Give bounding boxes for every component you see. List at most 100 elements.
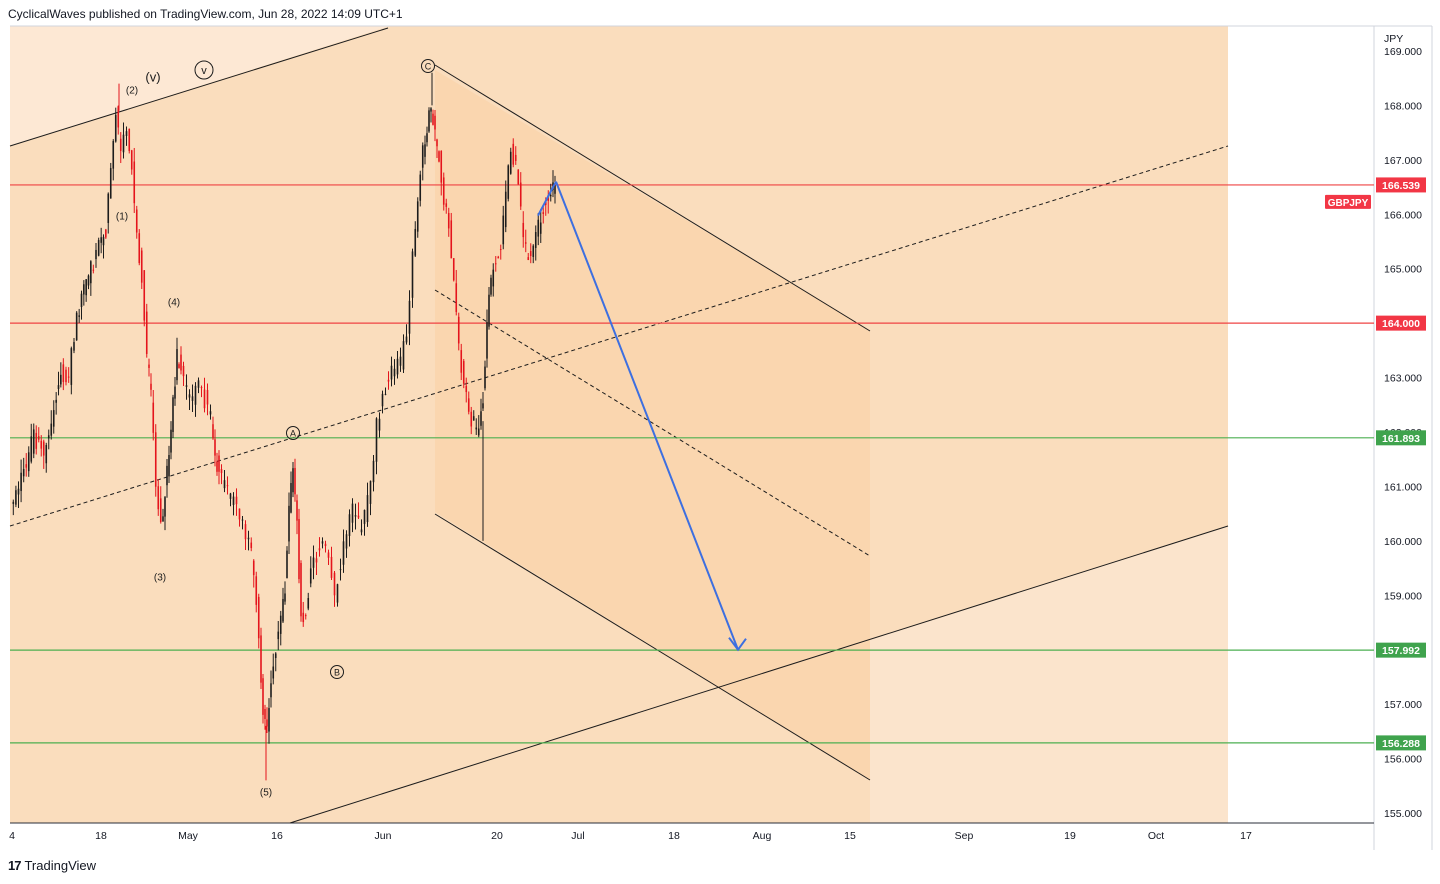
candle-body [512,143,515,165]
candle-body [321,541,324,544]
wave-label-2: (2) [126,86,138,97]
wave-label-B: B [330,665,344,679]
candle-body [470,411,473,427]
candle-body [67,376,70,378]
candle-body [140,250,143,283]
wave-label-text: (2) [126,86,138,97]
candle-body [194,385,197,405]
candle-body [529,251,532,256]
projection-arrow-lead [537,181,557,217]
level-badge: 166.539 [1376,177,1426,193]
candle-body [286,550,288,579]
symbol-tag-text: GBPJPY [1328,198,1369,209]
candle-body [125,131,128,136]
candle-body [396,358,399,375]
price-chart[interactable]: (1) (2) (3) (4) (5) (v) v A B C 155.000 156.000 157.… [0,0,1440,850]
candle-body [436,139,438,147]
candle-body [330,556,333,578]
candle-body [279,615,282,634]
time-tick: 18 [668,830,680,842]
candle-body [339,569,342,571]
wave-label-circle [421,59,435,73]
price-tick: 166.000 [1384,209,1422,221]
candle-body [112,141,115,169]
candle-body [197,380,200,388]
candle-body [288,505,290,542]
candle-body [298,518,300,580]
candle-body [262,678,264,715]
candle-body [534,232,537,248]
candle-body [351,503,354,523]
candle-body [499,249,502,251]
level-badge-text: 166.539 [1382,180,1420,192]
time-tick: 20 [491,830,503,842]
candle-body [12,501,15,504]
candle-body [162,516,164,522]
candle-body [411,251,414,298]
candle-body [497,256,500,259]
level-badge-text: 161.893 [1382,433,1420,445]
candle-body [83,284,85,295]
candle-body [90,261,92,284]
candle-body [282,599,284,622]
candle-body [107,193,110,224]
candle-body [284,593,286,602]
time-tick: Jul [571,830,584,842]
candle-body [507,165,510,199]
level-badge-text: 157.992 [1382,645,1420,657]
candle-body [488,294,490,327]
price-tick: 157.000 [1384,699,1422,711]
candle-body [309,568,312,584]
candle-body [52,410,55,427]
wave-label-C: C [421,59,435,73]
candle-body [312,557,315,568]
level-badge-text: 164.000 [1382,318,1420,330]
candle-body [73,342,75,351]
candle-body [428,110,430,132]
candle-body [440,150,443,183]
candle-body [42,441,45,456]
candle-body [434,115,436,130]
candle-body [537,219,540,237]
candle-body [218,455,220,472]
candle-body [185,385,188,387]
wave-label-circle [330,665,344,679]
candle-body [252,560,255,576]
candle-body [92,269,95,271]
falling-channel-lower [434,513,871,781]
candle-body [304,615,307,617]
candle-body [260,635,262,683]
candle-body [32,429,35,454]
candle-body [87,275,90,286]
candle-body [424,144,426,157]
candle-body [191,396,194,401]
tradingview-footer[interactable]: 17 TradingView [8,858,96,873]
candle-body [270,683,272,698]
candle-body [232,496,235,505]
candle-body [465,385,468,393]
candles [12,72,556,781]
candle-body [150,383,152,390]
candle-body [354,515,357,517]
candle-body [229,493,232,499]
candle-body [274,653,277,659]
candle-body [438,151,440,162]
candle-body [206,390,209,405]
candle-body [45,445,48,464]
wave-label-text: C [425,62,432,72]
wave-label-v: v [194,60,214,80]
projection-arrow [555,181,739,651]
candle-body [241,519,244,521]
candle-body [57,385,60,389]
wave-label-text: (1) [116,212,128,223]
candle-body [300,562,302,617]
candle-body [78,315,80,317]
wave-label-4: (4) [168,298,180,309]
level-badge-bg [1376,642,1426,658]
time-tick: 17 [1240,830,1252,842]
candle-body [244,524,247,540]
candle-body [324,543,327,547]
time-tick: Oct [1148,830,1164,842]
candle-body [302,612,305,623]
wave-label-3: (3) [154,573,166,584]
